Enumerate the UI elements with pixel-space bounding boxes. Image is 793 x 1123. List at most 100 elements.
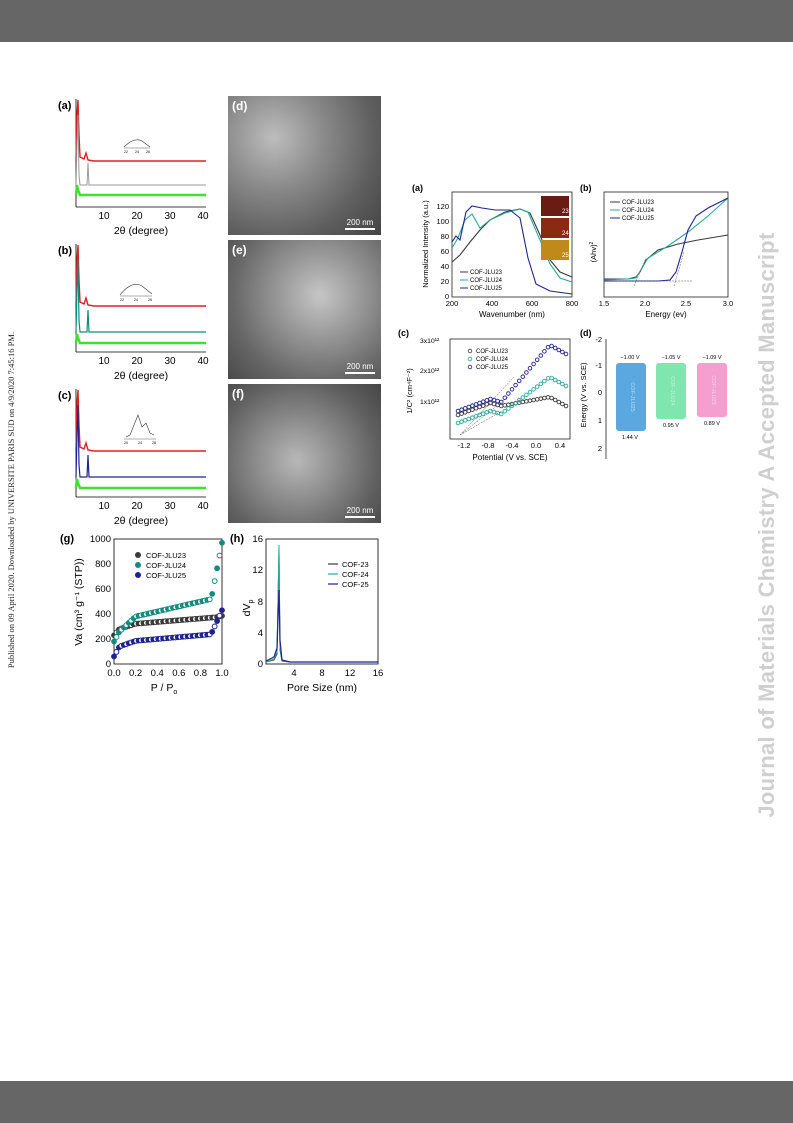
legend-label: COF-JLU24 [622, 208, 655, 214]
x-tick: 20 [131, 356, 143, 367]
x-tick: 10 [98, 211, 110, 222]
mott-schottky-marker [491, 409, 497, 415]
x-tick: 12 [345, 668, 356, 679]
x-tick: 40 [197, 356, 209, 367]
mott-schottky-marker [549, 395, 554, 401]
mott-schottky-marker [459, 407, 464, 412]
mott-schottky-marker [524, 399, 529, 404]
panel-label: (e) [232, 243, 247, 257]
mott-schottky-marker [506, 391, 511, 396]
xrd-inset [119, 284, 153, 296]
mott-schottky-marker [556, 347, 562, 353]
y-tick: 4 [258, 628, 263, 639]
legend-label: COF-JLU25 [470, 286, 503, 292]
isotherm-chart: (g) 0 200 400 600 800 1000 0.0 0.2 0.4 0… [60, 533, 229, 696]
x-tick: 0.0 [107, 668, 120, 679]
panel-label: (d) [232, 99, 248, 113]
legend-label: COF-JLU23 [622, 200, 655, 206]
mott-schottky-marker [552, 345, 558, 351]
x-tick: 200 [446, 299, 459, 308]
mott-schottky-marker [563, 383, 569, 389]
panel-label: (f) [232, 387, 244, 401]
mott-schottky-marker [538, 381, 544, 387]
mott-schottky-marker [498, 403, 504, 409]
tauc-chart: (b) 1.5 2.0 2.5 3.0 Energy (ev) (Ahv)2 C… [580, 183, 733, 319]
inset-tick: 26 [146, 150, 150, 154]
y-axis-label: Energy (V vs. SCE) [579, 362, 588, 428]
isotherm-marker [209, 590, 216, 597]
x-axis-label: 2θ (degree) [114, 515, 168, 527]
panel-label: (a) [58, 100, 72, 112]
y-tick: 16 [252, 534, 263, 545]
mott-schottky-marker [524, 370, 529, 375]
mott-schottky-marker [488, 400, 493, 406]
inset-tick: 26 [148, 298, 152, 302]
band-diagram: (d) -2 -1 0 1 2 Energy (V vs. SCE) −1.00… [579, 328, 727, 459]
band-box-label: COF-JLU25 [629, 382, 635, 411]
y-tick: 800 [95, 559, 111, 570]
y-tick: 2x10¹² [420, 368, 440, 375]
mott-schottky-marker [466, 416, 472, 422]
mott-schottky-marker [513, 400, 518, 406]
xrd-baseline-curve [74, 478, 206, 490]
x-tick: 0.8 [194, 668, 207, 679]
mott-schottky-marker [480, 411, 486, 416]
isotherm-marker [211, 578, 218, 585]
x-tick: 0.2 [129, 668, 142, 679]
band-top-value: −1.05 V [661, 355, 680, 361]
x-axis-label: Potential (V vs. SCE) [472, 453, 547, 462]
legend-label: COF-23 [342, 560, 369, 569]
mott-schottky-marker [502, 409, 508, 414]
mott-schottky-marker [545, 395, 551, 400]
x-tick: 10 [98, 356, 110, 367]
x-tick: 10 [98, 501, 110, 512]
legend-label: COF-JLU23 [470, 270, 503, 276]
y-tick: 1000 [90, 534, 111, 545]
mott-schottky-marker [513, 382, 518, 388]
panel-label: (d) [580, 328, 592, 338]
journal-watermark: Journal of Materials Chemistry A Accepte… [754, 232, 779, 818]
isotherm-marker [113, 634, 120, 640]
mott-schottky-marker [538, 396, 544, 401]
legend-label: COF-JLU25 [146, 571, 186, 580]
isotherm-marker [219, 539, 225, 546]
x-axis-label: 2θ (degree) [114, 225, 168, 237]
x-tick: -0.4 [506, 441, 519, 450]
mott-schottky-marker [495, 410, 500, 416]
mott-schottky-marker [520, 395, 526, 400]
band-box-25: −1.00 V COF-JLU25 1.44 V [616, 355, 646, 441]
y-tick: 0 [598, 388, 602, 397]
legend-label: COF-24 [342, 570, 369, 579]
x-tick: 4 [291, 668, 296, 679]
x-tick: 0.6 [172, 668, 185, 679]
isotherm-marker [219, 607, 225, 614]
sem-image-d: (d) 200 nm [228, 96, 381, 235]
mott-schottky-marker [552, 377, 558, 383]
tauc-curve-24 [603, 197, 729, 281]
mott-schottky-marker [556, 399, 562, 405]
mott-schottky-marker [516, 378, 522, 384]
x-tick: 2.5 [681, 299, 691, 308]
band-bottom-value: 0.89 V [704, 421, 720, 427]
uvvis-curve-24 [451, 208, 573, 283]
isotherm-marker [214, 618, 220, 624]
bottom-banner [0, 1081, 793, 1123]
mott-schottky-marker [498, 411, 504, 417]
sample-photo-24 [541, 218, 569, 238]
x-tick: 0.4 [151, 668, 164, 679]
mott-schottky-marker [531, 387, 536, 392]
panel-label: (h) [230, 533, 244, 545]
band-box-24: −1.05 V COF-JLU24 0.95 V [656, 355, 686, 429]
mott-schottky-marker [473, 402, 479, 407]
mott-schottky-marker [520, 399, 526, 405]
band-top-value: −1.00 V [620, 355, 639, 361]
x-tick: 16 [373, 668, 384, 679]
y-tick: 0 [106, 659, 111, 670]
x-axis-label: Energy (ev) [645, 310, 687, 319]
mott-schottky-chart: (c) 1x10¹² 2x10¹² 3x10¹² -1.2 -0.8 -0.4 … [398, 328, 571, 462]
y-axis-label: dVp [241, 600, 255, 617]
legend-label: COF-25 [342, 580, 369, 589]
mott-schottky-marker [502, 395, 508, 401]
mott-schottky-marker [542, 378, 547, 384]
mott-schottky-marker [502, 403, 508, 408]
